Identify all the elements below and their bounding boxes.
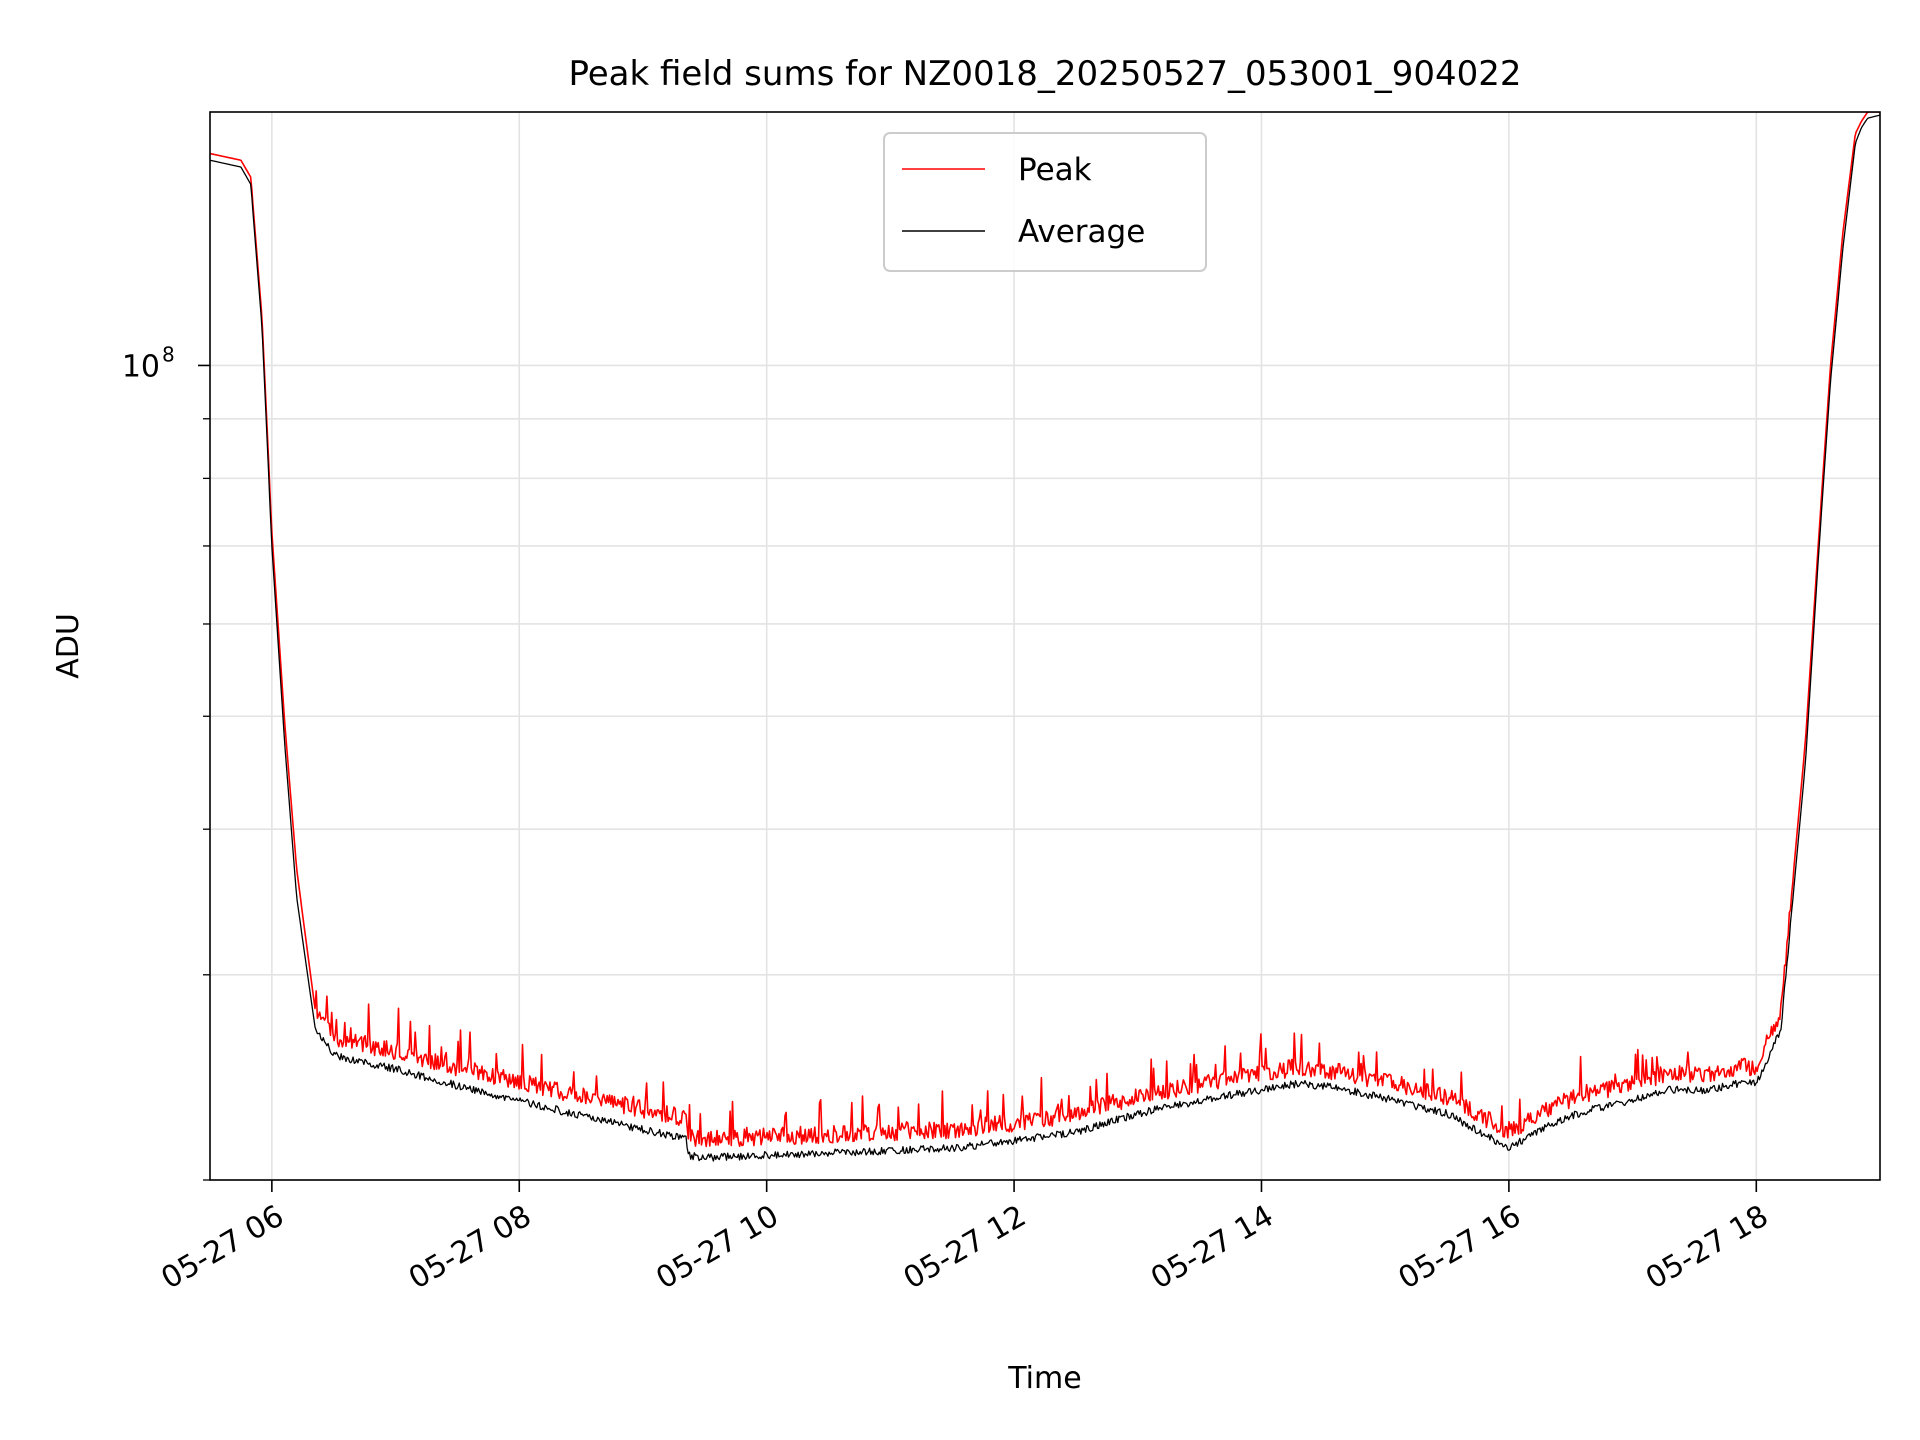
chart-title: Peak field sums for NZ0018_20250527_0530…: [568, 54, 1521, 94]
y-tick-label-base: 10: [122, 349, 160, 384]
legend-label-average: Average: [1018, 214, 1145, 250]
plot-frame: [209, 111, 1881, 1181]
series-line-peak: [210, 112, 1880, 1148]
y-axis-title: ADU: [51, 613, 86, 679]
x-axis-title: Time: [1007, 1361, 1081, 1396]
y-tick-label-exponent: 8: [162, 342, 175, 366]
legend-box: [883, 132, 1207, 272]
legend-label-peak: Peak: [1018, 152, 1092, 188]
legend: Peak Average: [883, 132, 1207, 272]
series-lines: [210, 112, 1880, 1162]
series-line-average: [210, 114, 1880, 1162]
